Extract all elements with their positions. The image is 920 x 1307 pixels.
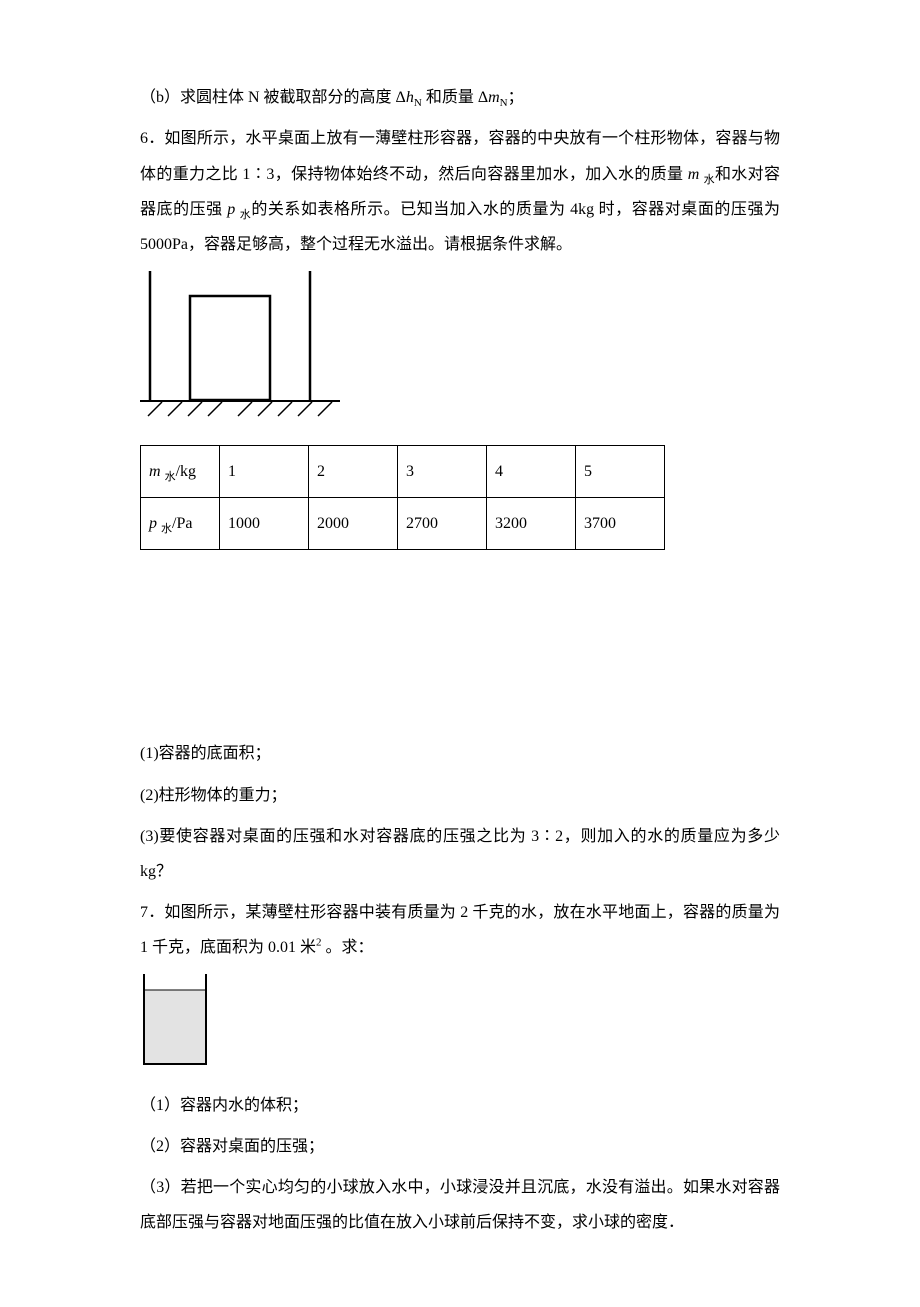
q6-sub1: (1)容器的底面积；: [140, 736, 780, 771]
q6-sub2: (2)柱形物体的重力；: [140, 778, 780, 813]
line-b: （b）求圆柱体 N 被截取部分的高度 ΔhN 和质量 ΔmN；: [140, 80, 780, 115]
q7-lead-part2: 。求：: [322, 939, 374, 956]
table-cell: 2700: [398, 498, 487, 550]
q7-sub2: （2）容器对桌面的压强；: [140, 1129, 780, 1164]
table-row: p 水/Pa 1000 2000 2700 3200 3700: [141, 498, 665, 550]
q6-lead: 6．如图所示，水平桌面上放有一薄壁柱形容器，容器的中央放有一个柱形物体，容器与物…: [140, 121, 780, 262]
table-header-m: m 水/kg: [141, 445, 220, 497]
table-row: m 水/kg 1 2 3 4 5: [141, 445, 665, 497]
table-cell: 1: [220, 445, 309, 497]
table-cell: 5: [576, 445, 665, 497]
q6-sub3: (3)要使容器对桌面的压强和水对容器底的压强之比为 3∶2，则加入的水的质量应为…: [140, 819, 780, 889]
q7-sub1: （1）容器内水的体积；: [140, 1088, 780, 1123]
table-cell: 4: [487, 445, 576, 497]
page: （b）求圆柱体 N 被截取部分的高度 ΔhN 和质量 ΔmN； 6．如图所示，水…: [0, 0, 920, 1307]
hatching: [148, 402, 332, 416]
table-cell: 1000: [220, 498, 309, 550]
blank-gap: [140, 556, 780, 736]
q7-lead-part1: 7．如图所示，某薄壁柱形容器中装有质量为 2 千克的水，放在水平地面上，容器的质…: [140, 904, 780, 956]
table-cell: 3700: [576, 498, 665, 550]
inner-cylinder: [190, 296, 270, 400]
table-header-p: p 水/Pa: [141, 498, 220, 550]
q7-lead: 7．如图所示，某薄壁柱形容器中装有质量为 2 千克的水，放在水平地面上，容器的质…: [140, 895, 780, 965]
water-container-diagram: [140, 972, 210, 1067]
table-cell: 3: [398, 445, 487, 497]
table-cell: 2000: [309, 498, 398, 550]
q6-diagram: [140, 271, 780, 439]
container-cylinder-diagram: [140, 271, 340, 426]
table-cell: 3200: [487, 498, 576, 550]
water-region: [145, 990, 206, 1063]
q7-sub3: （3）若把一个实心均匀的小球放入水中，小球浸没并且沉底，水没有溢出。如果水对容器…: [140, 1170, 780, 1240]
q6-data-table: m 水/kg 1 2 3 4 5 p 水/Pa 1000 2000 2700 3…: [140, 445, 665, 551]
q7-figure: [140, 972, 780, 1080]
table-cell: 2: [309, 445, 398, 497]
